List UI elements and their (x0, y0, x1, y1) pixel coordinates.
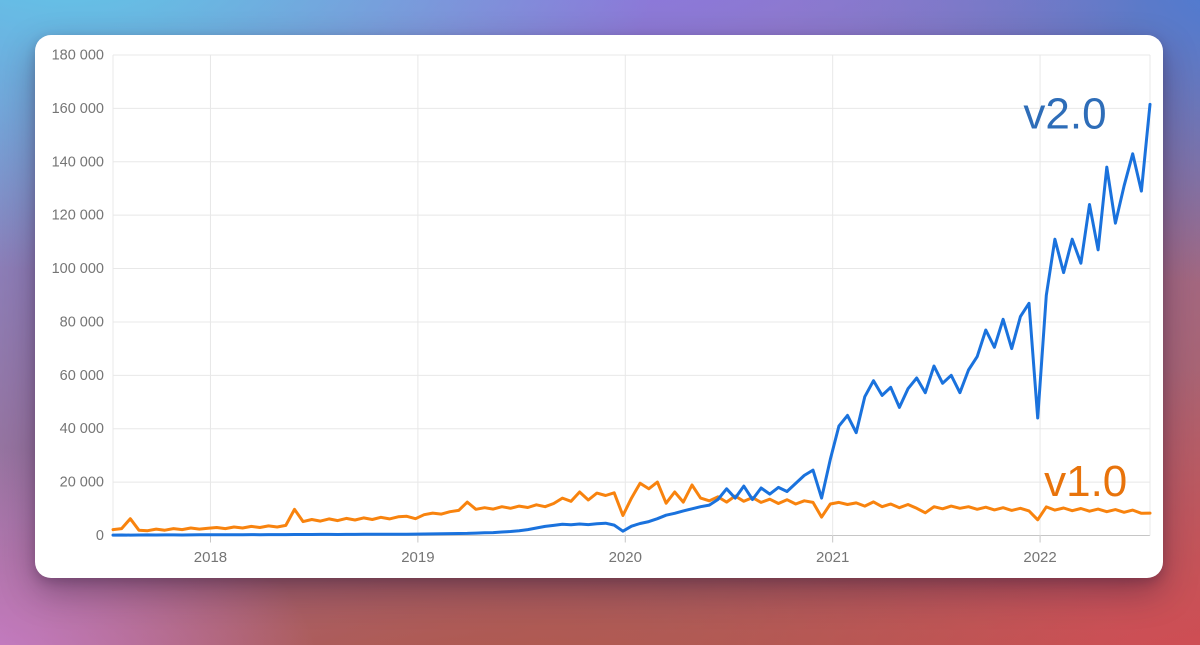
y-axis-label: 140 000 (52, 154, 104, 170)
series-line-v10 (111, 480, 1152, 533)
series-line-v20 (111, 102, 1152, 537)
y-axis-label: 100 000 (52, 261, 104, 277)
series-label-v10: v1.0 (1044, 457, 1127, 506)
y-axis-label: 180 000 (52, 48, 104, 64)
y-axis-label: 80 000 (60, 314, 104, 330)
x-axis-label: 2019 (401, 549, 434, 566)
x-axis-label: 2022 (1023, 549, 1056, 566)
y-axis-label: 40 000 (60, 421, 104, 437)
y-axis-label: 20 000 (60, 475, 104, 491)
y-axis-label: 60 000 (60, 368, 104, 384)
x-axis-label: 2018 (194, 549, 227, 566)
x-axis-label: 2021 (816, 549, 849, 566)
x-axis-label: 2020 (609, 549, 642, 566)
y-axis-label: 160 000 (52, 101, 104, 117)
y-axis-label: 120 000 (52, 208, 104, 224)
line-chart: 0 20 000 40 000 60 000 80 000 100 000 120 000 1… (52, 48, 1152, 566)
y-axis-label: 0 (96, 528, 104, 544)
series-label-v20: v2.0 (1023, 90, 1106, 139)
chart-card: 0 20 000 40 000 60 000 80 000 100 000 120 000 1… (35, 35, 1163, 578)
